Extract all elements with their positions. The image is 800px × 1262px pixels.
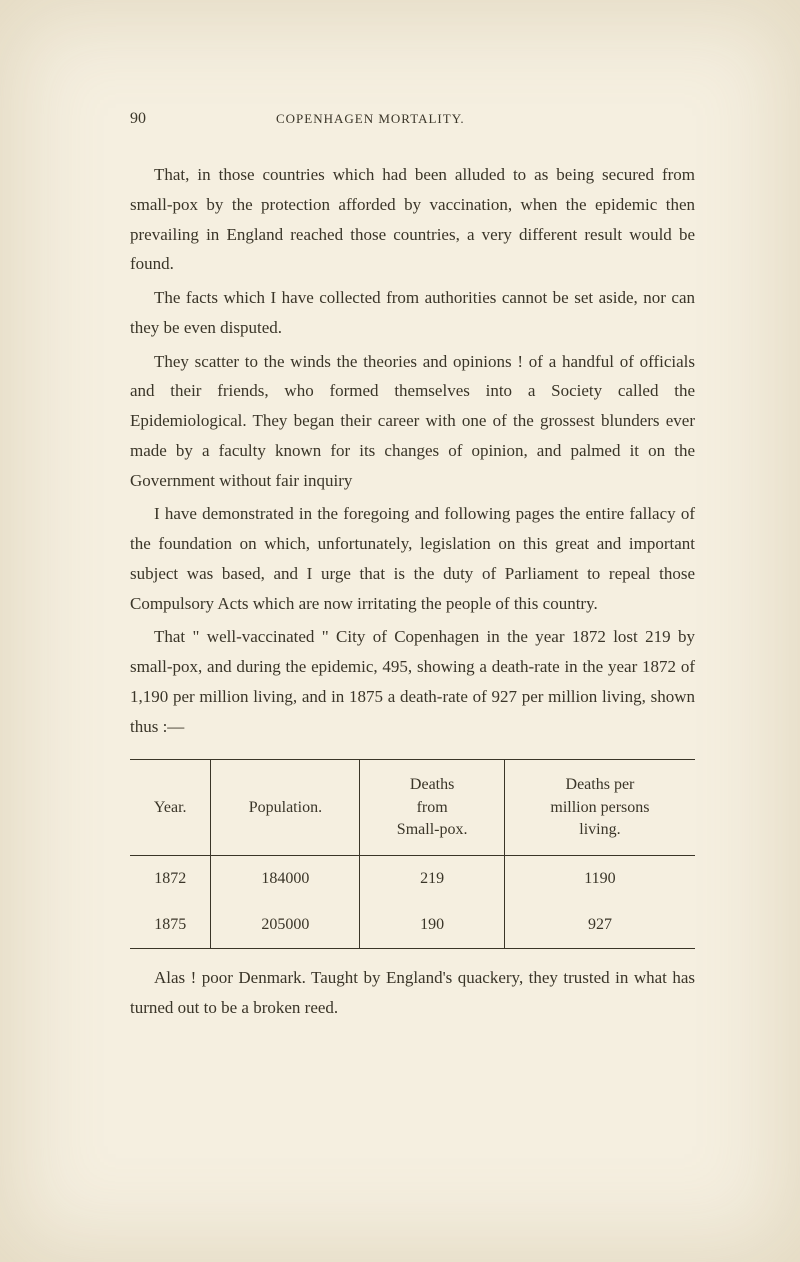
body-paragraph: The facts which I have collected from au… — [130, 283, 695, 343]
table-header-rate: Deaths per million persons living. — [504, 760, 695, 856]
body-paragraph: I have demonstrated in the foregoing and… — [130, 499, 695, 618]
header-line: million persons — [550, 799, 649, 816]
body-paragraph: Alas ! poor Denmark. Taught by England's… — [130, 963, 695, 1023]
header-line: Deaths per — [566, 776, 635, 793]
page-number: 90 — [130, 110, 146, 128]
cell-deaths: 190 — [360, 902, 505, 949]
table-header-row: Year. Population. Deaths from Small-pox.… — [130, 760, 695, 856]
table-header-population: Population. — [211, 760, 360, 856]
body-paragraph: They scatter to the winds the theories a… — [130, 347, 695, 496]
cell-deaths: 219 — [360, 856, 505, 903]
table-header-year: Year. — [130, 760, 211, 856]
header-line: Deaths — [410, 776, 454, 793]
table-header-deaths: Deaths from Small-pox. — [360, 760, 505, 856]
header-line: Small-pox. — [397, 821, 468, 838]
cell-year: 1872 — [130, 856, 211, 903]
chapter-title: COPENHAGEN MORTALITY. — [276, 111, 465, 127]
header-line: living. — [579, 821, 620, 838]
cell-rate: 927 — [504, 902, 695, 949]
mortality-table: Year. Population. Deaths from Small-pox.… — [130, 759, 695, 949]
cell-population: 184000 — [211, 856, 360, 903]
page-header: 90 COPENHAGEN MORTALITY. — [130, 110, 695, 128]
cell-year: 1875 — [130, 902, 211, 949]
table-row: 1875 205000 190 927 — [130, 902, 695, 949]
header-line: from — [417, 799, 448, 816]
body-paragraph: That " well-vaccinated " City of Copenha… — [130, 622, 695, 741]
cell-population: 205000 — [211, 902, 360, 949]
cell-rate: 1190 — [504, 856, 695, 903]
table-row: 1872 184000 219 1190 — [130, 856, 695, 903]
body-paragraph: That, in those countries which had been … — [130, 160, 695, 279]
